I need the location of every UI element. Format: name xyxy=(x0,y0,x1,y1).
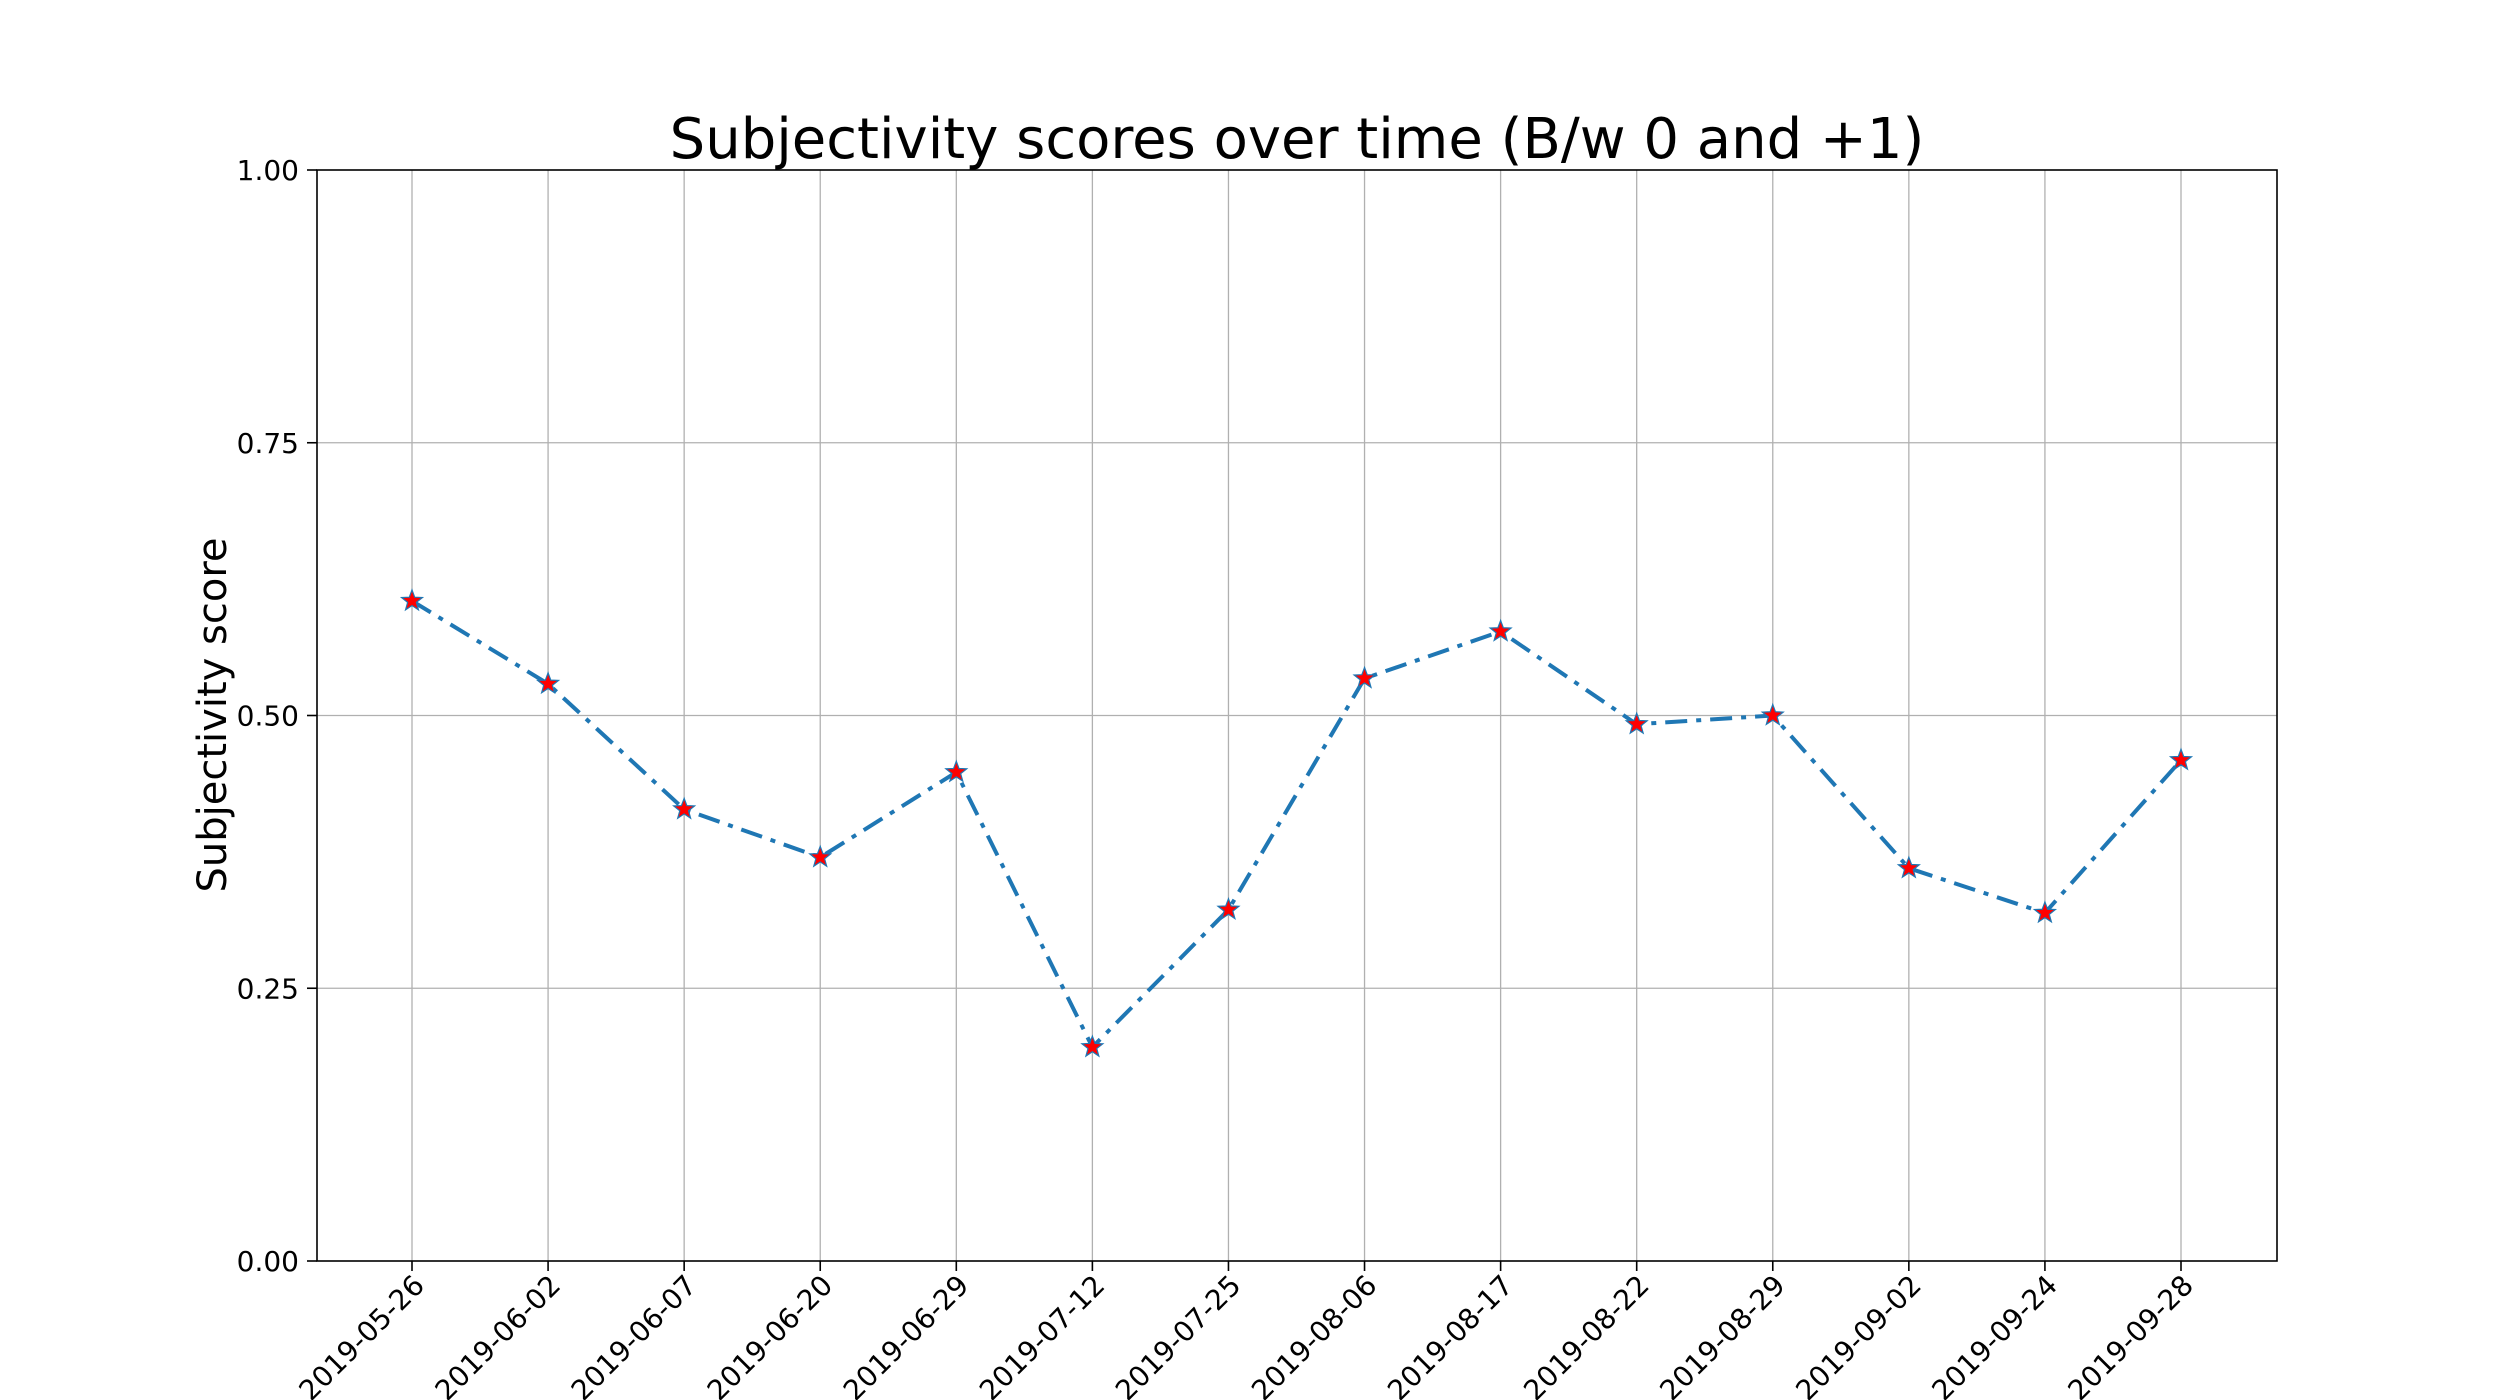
data-point-marker xyxy=(1216,896,1241,920)
y-tick-label: 0.00 xyxy=(237,1245,299,1278)
data-point-marker xyxy=(808,844,833,868)
data-point-marker xyxy=(1352,665,1377,689)
data-point-marker xyxy=(535,671,561,695)
series-line xyxy=(410,599,2183,1050)
data-point-marker xyxy=(1896,855,1921,879)
series-layer xyxy=(399,588,2194,1058)
data-point-marker xyxy=(1488,618,1513,642)
y-axis-title: Subjectivity score xyxy=(190,538,236,893)
data-point-marker xyxy=(944,759,969,783)
data-point-marker xyxy=(2032,900,2058,924)
chart-title: Subjectivity scores over time (B/w 0 and… xyxy=(670,107,1925,172)
y-tick-label: 1.00 xyxy=(237,154,299,187)
data-point-marker xyxy=(672,796,697,820)
data-point-marker xyxy=(1080,1034,1105,1058)
y-tick-label: 0.25 xyxy=(237,972,299,1005)
y-tick-label: 0.75 xyxy=(237,427,299,460)
data-point-marker xyxy=(399,588,425,612)
data-point-marker xyxy=(1760,702,1785,726)
data-point-marker xyxy=(1624,711,1649,735)
y-tick-label: 0.50 xyxy=(237,700,299,733)
data-point-marker xyxy=(2168,747,2194,771)
grid xyxy=(317,170,2277,1261)
